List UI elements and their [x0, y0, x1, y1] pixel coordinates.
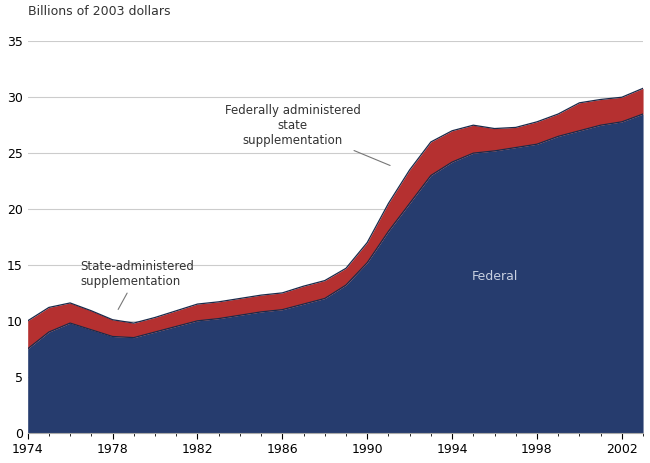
Text: Billions of 2003 dollars: Billions of 2003 dollars	[28, 5, 170, 18]
Text: State-administered
supplementation: State-administered supplementation	[81, 260, 194, 309]
Text: Federally administered
state
supplementation: Federally administered state supplementa…	[225, 104, 390, 165]
Text: Federal: Federal	[471, 269, 517, 282]
